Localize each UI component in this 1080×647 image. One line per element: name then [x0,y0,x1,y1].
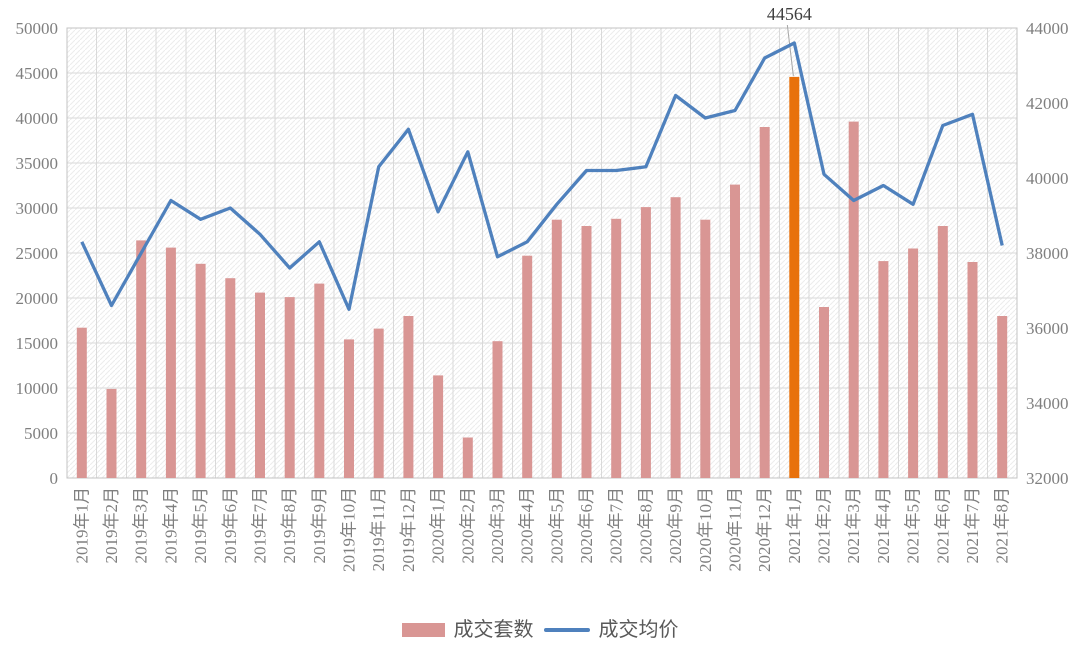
bar-2020年6月 [581,226,592,478]
x-axis-tick: 2021年7月 [963,487,982,564]
x-axis-tick: 2021年2月 [815,487,834,564]
x-axis-tick: 2020年4月 [518,487,537,564]
right-axis-tick: 34000 [1026,394,1069,413]
bar-2020年3月 [492,341,503,478]
bar-2019年4月 [165,247,176,478]
x-axis-labels: 2019年1月 2019年2月 2019年3月 2019年4月 2019年5月 2019年… [72,487,1011,572]
volume-bars [76,76,1008,479]
bar-2020年8月 [640,207,651,478]
bar-2021年7月 [967,262,978,478]
right-axis-tick: 36000 [1026,319,1069,338]
bar-2020年1月 [433,375,444,478]
price-series-swatch [543,628,590,632]
bar-2019年6月 [225,278,236,478]
bar-value-annotation: 44564 [767,4,812,24]
bar-2021年4月 [878,261,889,478]
left-axis-tick: 50000 [16,19,59,38]
left-axis-tick: 0 [50,469,59,488]
x-axis-tick: 2020年10月 [696,487,715,572]
bar-2021年6月 [937,226,948,478]
bar-2021年5月 [908,248,919,478]
x-axis-tick: 2021年1月 [785,487,804,564]
bar-2020年7月 [611,218,622,479]
left-axis-tick: 30000 [16,199,59,218]
bar-2021年2月 [819,307,829,478]
bar-highlight-2021年1月 [789,76,800,479]
x-axis-tick: 2020年6月 [577,487,596,564]
left-axis-labels: 0 5000 10000 15000 20000 25000 30000 35000 40000… [16,19,59,488]
right-axis-tick: 40000 [1026,169,1069,188]
left-axis-tick: 25000 [16,244,59,263]
x-axis-tick: 2019年2月 [102,487,121,564]
bar-2020年12月 [759,127,770,478]
right-axis-tick: 44000 [1026,19,1069,38]
left-axis-tick: 10000 [16,379,59,398]
x-axis-tick: 2020年3月 [488,487,507,564]
x-axis-tick: 2021年3月 [844,487,863,564]
bar-2019年10月 [344,339,354,478]
x-axis-tick: 2020年1月 [429,487,448,564]
bar-2020年11月 [730,184,740,478]
legend-item-price: 成交均价 [543,619,679,641]
bar-2019年3月 [136,240,147,478]
bar-2020年9月 [670,197,681,478]
x-axis-tick: 2021年5月 [904,487,923,564]
combo-chart: 44564 0 5000 10000 15000 20000 25000 30000 35000… [16,4,1069,572]
plot-border [66,27,1018,479]
bar-2020年4月 [522,255,533,478]
x-axis-tick: 2020年7月 [607,487,626,564]
x-axis-tick: 2020年8月 [636,487,655,564]
bar-2020年2月 [462,437,473,478]
x-axis-tick: 2020年9月 [666,487,685,564]
right-axis-tick: 42000 [1026,94,1069,113]
bar-2020年5月 [551,219,562,478]
x-axis-tick: 2020年2月 [458,487,477,564]
x-axis-tick: 2019年4月 [161,487,180,564]
price-line [80,41,1004,311]
bar-2019年9月 [314,283,325,478]
left-axis-tick: 45000 [16,64,59,83]
chart-legend: 成交套数 成交均价 [0,613,1080,647]
bar-2021年3月 [848,121,859,478]
bar-2019年2月 [106,388,117,478]
x-axis-tick: 2019年8月 [280,487,299,564]
price-series-label: 成交均价 [598,619,679,641]
x-axis-tick: 2020年11月 [726,487,745,571]
x-axis-tick: 2021年6月 [933,487,952,564]
x-axis-tick: 2019年10月 [340,487,359,572]
right-axis-labels: 32000 34000 36000 38000 40000 42000 44000 [1026,19,1069,488]
x-axis-tick: 2020年5月 [547,487,566,564]
left-axis-tick: 40000 [16,109,59,128]
annotation-leader-line [786,24,794,76]
right-axis-tick: 38000 [1026,244,1069,263]
volume-series-label: 成交套数 [453,619,534,641]
x-axis-tick: 2019年9月 [310,487,329,564]
left-axis-tick: 20000 [16,289,59,308]
left-axis-tick: 35000 [16,154,59,173]
bar-2019年1月 [76,327,87,478]
x-axis-tick: 2020年12月 [755,487,774,572]
bar-2020年10月 [700,219,711,478]
x-axis-tick: 2019年12月 [399,487,418,572]
x-axis-tick: 2021年8月 [993,487,1012,564]
bar-2021年8月 [997,316,1008,478]
left-axis-tick: 5000 [24,424,58,443]
x-axis-tick: 2019年3月 [132,487,151,564]
bar-2019年5月 [195,263,206,478]
x-axis-tick: 2019年1月 [72,487,91,564]
bar-2019年8月 [284,297,295,478]
x-axis-tick: 2021年4月 [874,487,893,564]
x-axis-tick: 2019年6月 [221,487,240,564]
x-axis-tick: 2019年11月 [369,487,388,571]
x-axis-tick: 2019年7月 [251,487,270,564]
bar-2019年7月 [255,292,265,478]
volume-series-swatch [401,623,445,637]
right-axis-tick: 32000 [1026,469,1069,488]
x-axis-tick: 2019年5月 [191,487,210,564]
left-axis-tick: 15000 [16,334,59,353]
bar-2019年11月 [373,328,384,478]
legend-item-volume: 成交套数 [401,619,534,641]
bar-2019年12月 [403,316,414,478]
